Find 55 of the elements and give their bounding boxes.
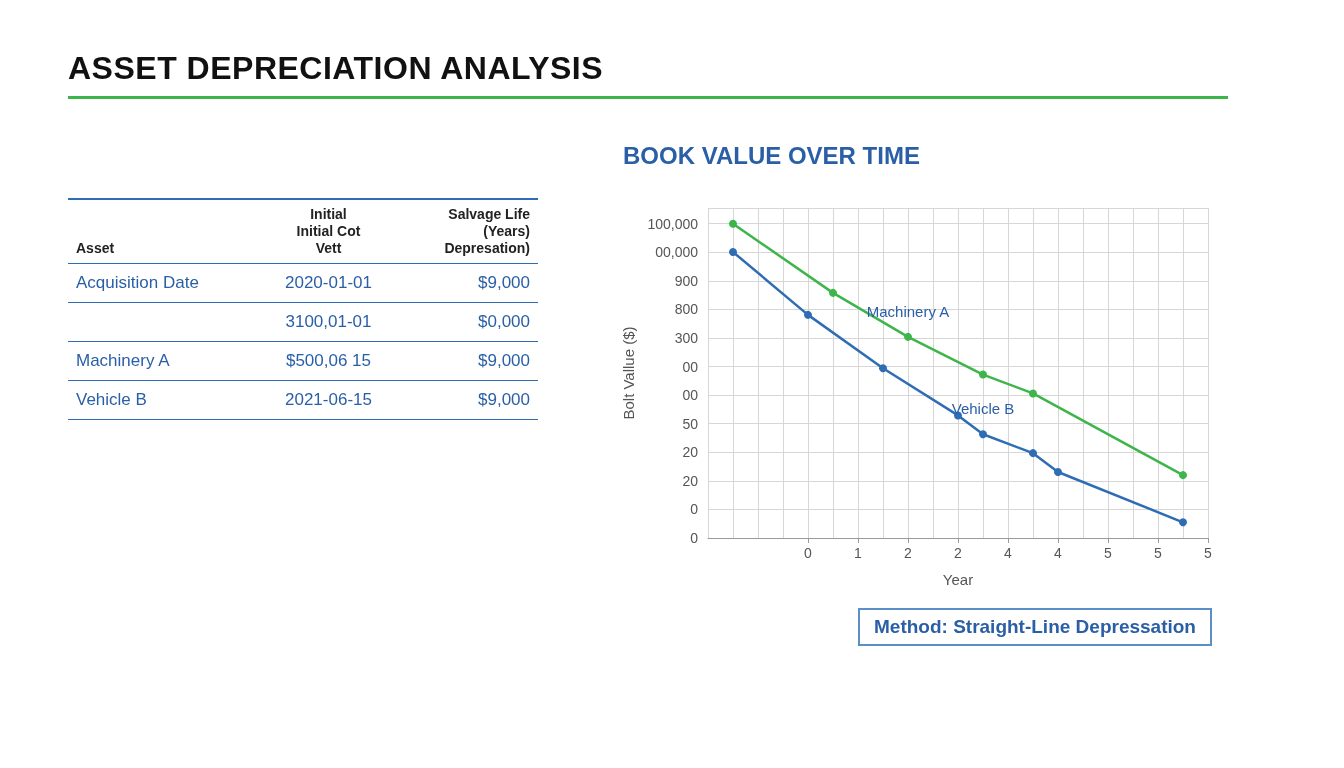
x-tick-label: 1 bbox=[854, 545, 863, 561]
point bbox=[729, 219, 737, 228]
text: $9,000 bbox=[477, 350, 531, 372]
point bbox=[729, 248, 737, 256]
point bbox=[1054, 468, 1062, 476]
text: ASSET DEPRECIATION ANALYSIS bbox=[68, 49, 604, 88]
text: Initial Initial Cot Vett bbox=[295, 205, 362, 258]
point bbox=[804, 310, 812, 319]
x-tick-label: 4 bbox=[1004, 545, 1013, 561]
chart-title: BOOK VALUE OVER TIME bbox=[623, 141, 920, 169]
point bbox=[1179, 471, 1187, 480]
text: 00 bbox=[682, 387, 699, 404]
x-tick-label: 5 bbox=[1154, 545, 1163, 561]
text: $9,000 bbox=[477, 272, 531, 294]
x-tick-label: 2 bbox=[904, 545, 913, 561]
point bbox=[979, 430, 987, 439]
point bbox=[829, 288, 837, 297]
text: $9,000 bbox=[477, 389, 531, 411]
point bbox=[979, 370, 987, 379]
point bbox=[1029, 389, 1037, 398]
x-tick-label: 4 bbox=[1054, 545, 1063, 561]
text: 100,000 bbox=[647, 215, 699, 232]
series-label: Vehicle B bbox=[951, 400, 1015, 418]
text: 0 bbox=[690, 530, 699, 546]
point bbox=[904, 332, 912, 341]
text: Asset bbox=[75, 239, 116, 258]
point bbox=[879, 364, 887, 373]
x-axis-title: Year bbox=[942, 571, 974, 588]
text: Salvage Life (Years) Depresation) bbox=[443, 205, 531, 258]
point bbox=[1029, 449, 1037, 458]
text: Acquisition Date bbox=[75, 272, 200, 294]
x-tick-label: 5 bbox=[1104, 545, 1113, 561]
x-tick-label: 2 bbox=[954, 545, 963, 561]
text: Method: Straight-Line Depressation bbox=[858, 608, 1212, 646]
text: Machinery A bbox=[75, 350, 171, 372]
x-tick-label: 0 bbox=[804, 545, 813, 561]
text: 50 bbox=[682, 415, 699, 432]
text: Vehicle B bbox=[75, 389, 148, 411]
text: 0 bbox=[690, 501, 699, 518]
text: 2021-06-15 bbox=[284, 389, 373, 411]
text: 800 bbox=[674, 301, 699, 318]
text: 00 bbox=[682, 358, 699, 375]
text: 3100,01-01 bbox=[284, 311, 373, 333]
text: 00,000 bbox=[655, 244, 699, 261]
text: 20 bbox=[682, 472, 699, 489]
text: 20 bbox=[682, 444, 699, 461]
text: 300 bbox=[674, 330, 699, 346]
text: $500,06 15 bbox=[284, 350, 373, 372]
text: 900 bbox=[674, 272, 699, 289]
text: $0,000 bbox=[477, 311, 531, 333]
y-axis-title: Bolt Vallue ($) bbox=[620, 326, 637, 420]
x-tick-label: 5 bbox=[1204, 545, 1213, 561]
text: 2020-01-01 bbox=[284, 272, 373, 294]
point bbox=[1179, 518, 1187, 527]
series-label: Machinery A bbox=[866, 302, 950, 320]
